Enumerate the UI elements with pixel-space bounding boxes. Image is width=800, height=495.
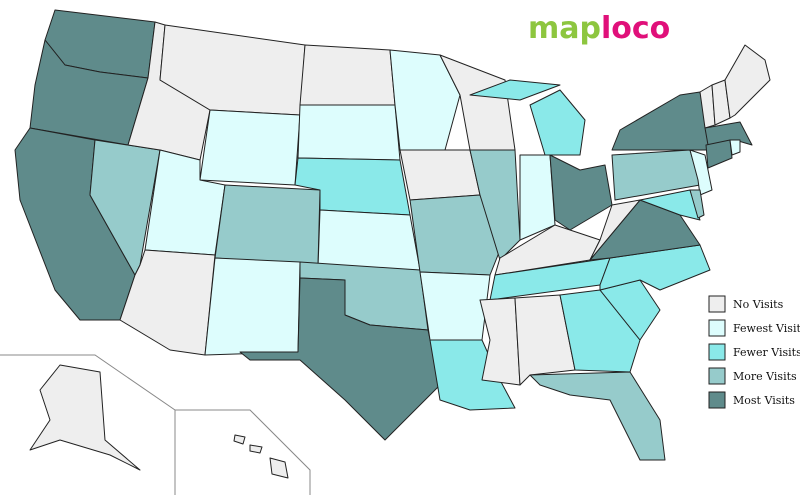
state xyxy=(519,154,556,241)
state xyxy=(724,44,771,119)
state xyxy=(29,364,141,471)
state xyxy=(729,139,741,156)
state xyxy=(479,297,521,386)
state xyxy=(705,139,733,169)
legend-swatch xyxy=(708,343,726,361)
state xyxy=(559,289,641,373)
legend-label: Most Visits xyxy=(733,394,795,407)
inset-hawaii xyxy=(175,409,311,495)
state xyxy=(317,209,421,271)
state xyxy=(639,189,701,221)
legend-label: More Visits xyxy=(733,370,797,383)
state xyxy=(514,294,576,386)
logo-loco: loco xyxy=(601,11,670,46)
state xyxy=(469,149,521,261)
state xyxy=(409,194,501,276)
legend-label: Fewest Visits xyxy=(733,322,800,335)
state xyxy=(689,149,713,196)
legend-swatch xyxy=(708,319,726,337)
state xyxy=(611,91,713,151)
state xyxy=(529,89,586,156)
state xyxy=(269,457,289,479)
legend-swatch xyxy=(708,391,726,409)
state xyxy=(704,121,753,146)
state xyxy=(214,184,321,266)
legend-swatch xyxy=(708,367,726,385)
logo: maploco xyxy=(528,11,670,46)
state xyxy=(549,154,613,231)
legend: No Visits Fewest Visits Fewer Visits More V… xyxy=(708,295,800,409)
state xyxy=(469,79,561,101)
state xyxy=(199,109,301,186)
state xyxy=(297,104,401,161)
legend-swatch xyxy=(708,295,726,313)
state xyxy=(529,371,666,461)
inset-alaska xyxy=(0,354,176,495)
state xyxy=(689,189,705,219)
state xyxy=(399,149,481,201)
legend-label: No Visits xyxy=(733,298,784,311)
state xyxy=(239,277,441,441)
state xyxy=(204,257,301,356)
state xyxy=(249,444,263,454)
state xyxy=(299,44,396,106)
state xyxy=(233,434,246,445)
legend-label: Fewer Visits xyxy=(733,346,800,359)
state xyxy=(429,339,516,411)
state xyxy=(419,271,491,341)
states xyxy=(14,9,771,461)
logo-map: map xyxy=(528,11,601,46)
